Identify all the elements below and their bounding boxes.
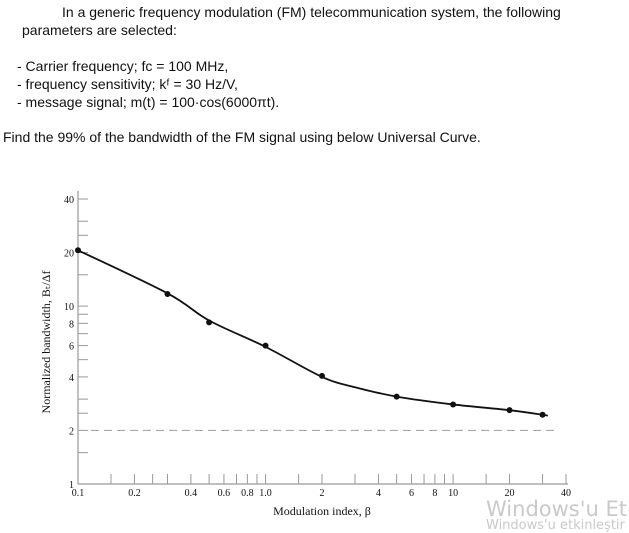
x-tick-label: 1.0 <box>259 488 272 499</box>
watermark-title: Windows'u Etkir <box>486 497 629 521</box>
y-tick-label: 40 <box>64 195 74 206</box>
data-point <box>206 319 213 326</box>
data-point <box>262 342 269 349</box>
y-tick-label: 20 <box>64 249 74 260</box>
x-tick-label: 0.8 <box>241 488 254 499</box>
y-tick-label: 2 <box>69 426 74 437</box>
data-point <box>506 407 513 414</box>
x-tick-label: 0.6 <box>218 488 231 499</box>
bandwidth-curve <box>77 249 549 417</box>
x-axis-label: Modulation index, β <box>273 504 371 518</box>
x-tick-label: 8 <box>432 488 437 499</box>
y-tick-label: 1 <box>69 480 74 491</box>
x-tick-label: 0.2 <box>128 488 141 499</box>
x-tick-label: 4 <box>376 488 381 499</box>
intro-line-1: In a generic frequency modulation (FM) t… <box>62 4 561 20</box>
y-tick-label: 10 <box>64 302 74 313</box>
data-point <box>164 290 171 297</box>
y-tick-label: 4 <box>69 373 74 384</box>
x-tick-label: 10 <box>448 488 458 499</box>
x-tick-label: 20 <box>505 488 515 499</box>
y-axis-label: Normalized bandwidth, Bₜ/Δf <box>39 271 53 414</box>
x-tick-label: 2 <box>320 488 325 499</box>
data-point <box>319 372 325 379</box>
y-tick-label: 6 <box>69 342 74 353</box>
data-point <box>450 401 457 408</box>
data-point <box>75 247 81 254</box>
param-carrier: - Carrier frequency; fᴄ = 100 MHz, <box>17 58 229 74</box>
data-point <box>539 411 546 418</box>
intro-line-2: parameters are selected: <box>22 22 177 38</box>
x-tick-label: 0.4 <box>185 488 198 499</box>
x-tick-label: 40 <box>561 488 571 499</box>
y-tick-label: 8 <box>69 319 74 330</box>
param-message: - message signal; m(t) = 100·cos(6000πt)… <box>17 94 280 110</box>
x-tick-label: 6 <box>409 488 414 499</box>
watermark-subtitle: Windows'u etkinleştir <box>486 518 625 533</box>
data-point <box>393 393 400 400</box>
param-sensitivity: - frequency sensitivity; kᶠ = 30 Hz/V, <box>17 76 238 92</box>
x-tick-label: 0.1 <box>72 488 85 499</box>
question: Find the 99% of the bandwidth of the FM … <box>3 129 481 145</box>
